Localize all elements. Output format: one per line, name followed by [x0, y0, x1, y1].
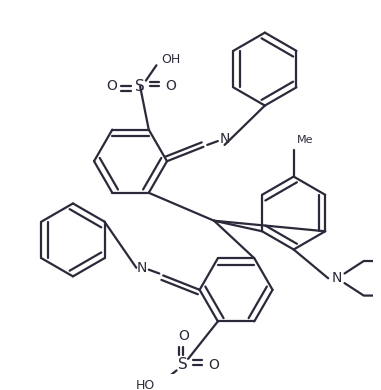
- Text: HO: HO: [135, 379, 155, 390]
- Text: Me: Me: [296, 135, 313, 145]
- Text: N: N: [331, 271, 342, 285]
- Text: O: O: [208, 358, 219, 372]
- Text: OH: OH: [161, 53, 181, 66]
- Text: O: O: [178, 329, 189, 343]
- Text: N: N: [137, 261, 147, 275]
- Text: S: S: [135, 79, 145, 94]
- Text: S: S: [178, 357, 188, 372]
- Text: O: O: [106, 80, 117, 93]
- Text: O: O: [165, 80, 176, 93]
- Text: N: N: [219, 132, 230, 146]
